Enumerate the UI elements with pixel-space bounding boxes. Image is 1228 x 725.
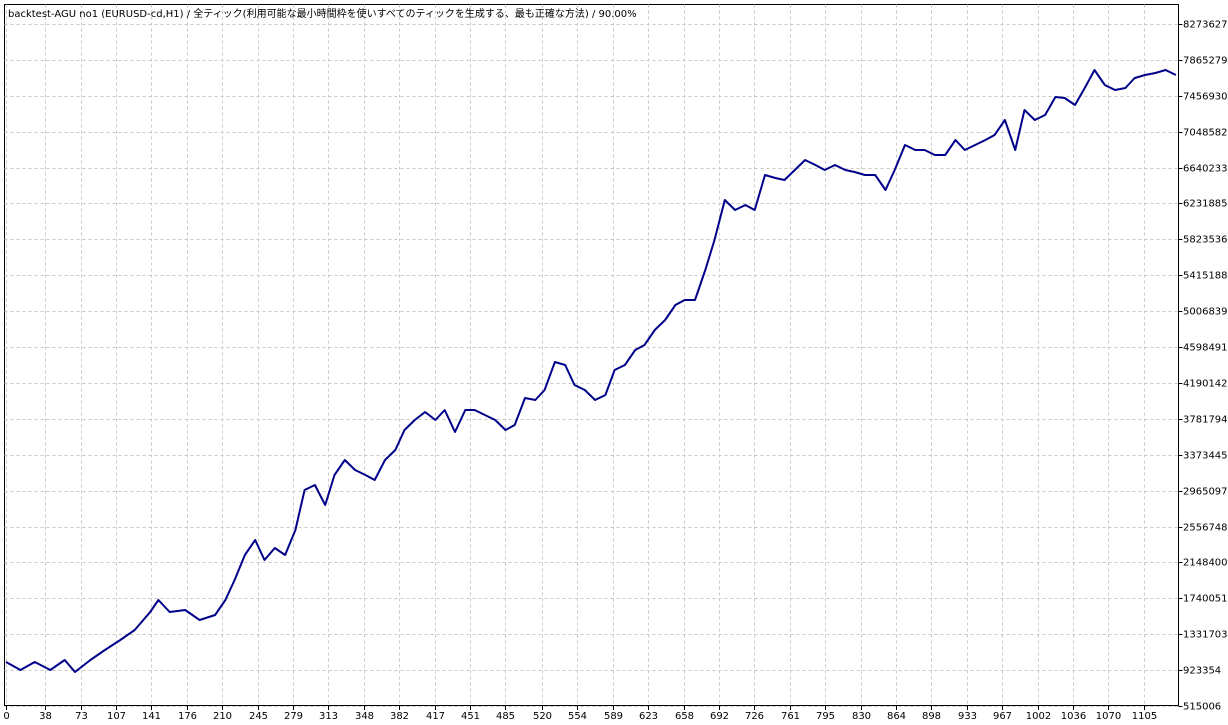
- x-tick-label: 933: [958, 711, 977, 722]
- x-tick-label: 313: [319, 711, 338, 722]
- y-tick-label: 3373445: [1183, 451, 1228, 462]
- x-tick-label: 0: [3, 711, 9, 722]
- x-tick-label: 726: [745, 711, 764, 722]
- y-tick-label: 2556748: [1183, 523, 1228, 534]
- x-tick-label: 245: [249, 711, 268, 722]
- x-tick-label: 107: [107, 711, 126, 722]
- x-tick-label: 761: [781, 711, 800, 722]
- grid: [4, 4, 1179, 707]
- y-tick-label: 7865279: [1183, 56, 1228, 67]
- y-tick-label: 8273627: [1183, 20, 1228, 31]
- y-tick-label: 5415188: [1183, 271, 1228, 282]
- y-tick-label: 1331703: [1183, 630, 1228, 641]
- x-tick-label: 1105: [1132, 711, 1157, 722]
- x-tick-label: 623: [639, 711, 658, 722]
- y-tick-label: 6640233: [1183, 164, 1228, 175]
- y-tick-label: 2965097: [1183, 487, 1228, 498]
- x-tick-label: 1036: [1061, 711, 1086, 722]
- x-tick-label: 176: [178, 711, 197, 722]
- y-tick-label: 5823536: [1183, 235, 1228, 246]
- x-tick-label: 692: [710, 711, 729, 722]
- marks: [5, 69, 1177, 673]
- x-tick-label: 210: [213, 711, 232, 722]
- y-tick-label: 1740051: [1183, 594, 1228, 605]
- x-tick-label: 520: [533, 711, 552, 722]
- x-tick-label: 830: [852, 711, 871, 722]
- y-tick-label: 4598491: [1183, 343, 1228, 354]
- y-tick-label: 3781794: [1183, 415, 1228, 426]
- x-tick-label: 417: [426, 711, 445, 722]
- x-tick-label: 554: [568, 711, 587, 722]
- x-tick-label: 141: [142, 711, 161, 722]
- y-tick-label: 7048582: [1183, 128, 1228, 139]
- chart-title: backtest-AGU no1 (EURUSD-cd,H1) / 全ティック(…: [8, 7, 637, 20]
- x-tick-label: 348: [355, 711, 374, 722]
- x-tick-label: 279: [284, 711, 303, 722]
- y-tick-label: 923354: [1183, 666, 1221, 677]
- x-tick-label: 485: [496, 711, 515, 722]
- x-tick-label: 864: [887, 711, 906, 722]
- x-tick-label: 898: [922, 711, 941, 722]
- x-tick-label: 38: [39, 711, 52, 722]
- x-tick-label: 658: [675, 711, 694, 722]
- y-tick-label: 7456930: [1183, 92, 1228, 103]
- x-tick-label: 382: [390, 711, 409, 722]
- x-tick-label: 1070: [1096, 711, 1121, 722]
- x-tick-label: 1002: [1026, 711, 1051, 722]
- y-tick-label: 4190142: [1183, 379, 1228, 390]
- plot-frame: [4, 4, 1179, 706]
- y-tick-label: 6231885: [1183, 199, 1228, 210]
- x-tick-label: 451: [461, 711, 480, 722]
- y-tick-label: 515006: [1183, 702, 1221, 713]
- x-tick-label: 589: [604, 711, 623, 722]
- balance-line: [5, 69, 1177, 673]
- y-tick-label: 2148400: [1183, 558, 1228, 569]
- x-tick-label: 967: [993, 711, 1012, 722]
- y-tick-label: 5006839: [1183, 307, 1228, 318]
- x-tick-label: 795: [816, 711, 835, 722]
- x-tick-label: 73: [75, 711, 88, 722]
